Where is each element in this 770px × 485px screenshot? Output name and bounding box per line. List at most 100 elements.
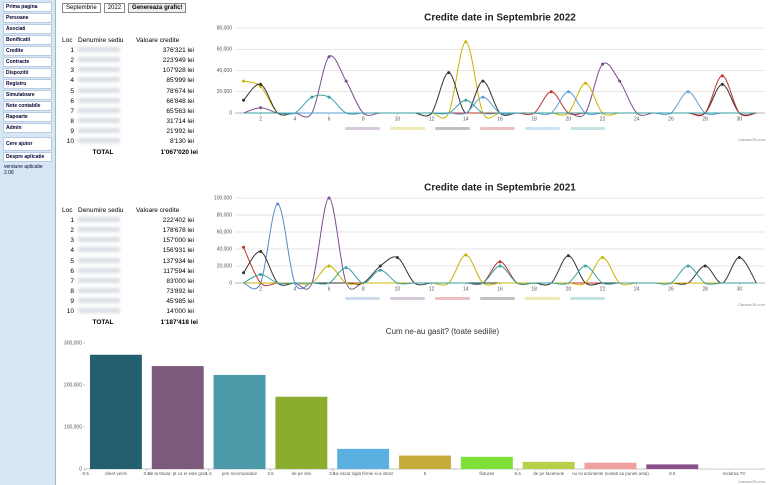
bar bbox=[522, 461, 575, 469]
row: 2 178'678 lei bbox=[62, 225, 202, 235]
menu-item[interactable]: Dispozitii bbox=[3, 68, 52, 78]
bar bbox=[460, 456, 513, 469]
rank: 3 bbox=[70, 67, 74, 75]
point bbox=[310, 95, 314, 99]
legend-blur bbox=[480, 127, 515, 130]
total-value: 1'067'020 lei bbox=[160, 148, 198, 156]
year-input[interactable]: 2022 bbox=[103, 3, 126, 13]
y-tick-label: 0 bbox=[79, 466, 82, 472]
menu-item[interactable]: Bonificatii bbox=[3, 35, 52, 45]
series-line bbox=[243, 41, 757, 119]
row: 7 83'000 lei bbox=[62, 276, 202, 286]
point bbox=[566, 254, 570, 258]
x-tick-label: fluturas bbox=[479, 471, 495, 476]
name-cell bbox=[74, 107, 136, 115]
y-tick-label: 0 bbox=[229, 280, 232, 286]
value: 21'992 lei bbox=[166, 128, 194, 136]
blurred-name bbox=[78, 67, 120, 73]
menu-item[interactable]: Credite bbox=[3, 46, 52, 56]
point bbox=[344, 266, 348, 270]
blurred-name bbox=[78, 118, 120, 124]
header-cell: Valoare credite bbox=[136, 206, 180, 214]
sidebar: Prima pagina Persoane Asociati Bonificatii C… bbox=[0, 0, 56, 485]
point bbox=[447, 71, 451, 75]
menu-item[interactable]: Persoane bbox=[3, 13, 52, 23]
blurred-name bbox=[78, 128, 120, 134]
point bbox=[242, 98, 246, 102]
menu-item[interactable]: Despre aplicatie bbox=[3, 152, 52, 162]
blurred-name bbox=[78, 107, 120, 113]
x-tick-label: 10 bbox=[395, 116, 401, 122]
menu-item[interactable]: Registru bbox=[3, 79, 52, 89]
point bbox=[259, 82, 263, 86]
blurred-name bbox=[78, 247, 120, 253]
point bbox=[259, 273, 263, 276]
header-cell: Loc bbox=[62, 206, 73, 214]
bar bbox=[584, 462, 637, 469]
x-tick-label: 4 bbox=[293, 116, 296, 122]
point bbox=[327, 55, 331, 59]
x-tick-label: 20 bbox=[566, 116, 572, 122]
blurred-name bbox=[78, 308, 120, 314]
x-tick-label: 5 bbox=[424, 471, 427, 476]
menu-item[interactable]: Simulatoare bbox=[3, 90, 52, 100]
menu-item[interactable]: Rapoarte bbox=[3, 112, 52, 122]
x-tick-label: client vechi bbox=[105, 471, 127, 476]
total-row: TOTAL 1'067'020 lei bbox=[62, 147, 202, 157]
month-select[interactable]: Septembrie bbox=[62, 3, 101, 13]
point bbox=[481, 95, 485, 99]
bar bbox=[89, 354, 142, 469]
x-tick-label: 18 bbox=[531, 286, 537, 292]
menu-item[interactable]: Admin bbox=[3, 123, 52, 133]
row: 1 376'321 lei bbox=[62, 45, 202, 55]
table: Loc Denumire sediu Valoare credite 1 222'402… bbox=[62, 205, 202, 327]
blurred-name bbox=[78, 237, 120, 243]
bar bbox=[151, 366, 204, 469]
menu-item[interactable]: Prima pagina bbox=[3, 2, 52, 12]
bar bbox=[399, 455, 451, 469]
name-cell bbox=[74, 87, 136, 95]
x-edge-label: 6.5 bbox=[515, 471, 522, 476]
point bbox=[327, 95, 331, 99]
menu-item[interactable]: Contracte bbox=[3, 57, 52, 67]
x-tick-label: 14 bbox=[463, 286, 469, 292]
series-line bbox=[243, 265, 757, 285]
legend-blur bbox=[390, 297, 425, 300]
row: 4 156'931 lei bbox=[62, 246, 202, 256]
row: 2 223'949 lei bbox=[62, 55, 202, 65]
value: 223'949 lei bbox=[162, 56, 194, 64]
rank: 4 bbox=[70, 247, 74, 255]
point bbox=[720, 82, 724, 86]
row: 3 157'000 lei bbox=[62, 236, 202, 246]
x-tick-label: prin recomandare bbox=[222, 471, 258, 476]
row: 9 45'985 lei bbox=[62, 297, 202, 307]
value: 156'931 lei bbox=[162, 247, 194, 255]
row: 10 8'130 lei bbox=[62, 137, 202, 147]
blurred-name bbox=[78, 46, 120, 52]
name-cell bbox=[74, 67, 136, 74]
x-tick-label: 26 bbox=[668, 116, 674, 122]
series-line bbox=[243, 197, 757, 290]
point bbox=[498, 260, 502, 264]
header-row: Loc Denumire sediu Valoare credite bbox=[62, 35, 202, 45]
rank: 2 bbox=[70, 226, 74, 234]
x-edge-label: 0.5 bbox=[144, 471, 151, 476]
help-button[interactable]: Cere ajutor bbox=[3, 137, 52, 151]
credit: CanvasJS.com bbox=[738, 137, 766, 142]
name-cell bbox=[74, 77, 136, 84]
series-line bbox=[243, 254, 757, 286]
menu-item[interactable]: Asociati bbox=[3, 24, 52, 34]
row: 6 117'594 lei bbox=[62, 266, 202, 276]
controls: Septembrie 2022 Genereaza grafic! bbox=[62, 3, 187, 13]
value: 178'678 lei bbox=[162, 226, 194, 234]
y-tick-label: 200,000 bbox=[64, 382, 82, 388]
point bbox=[242, 245, 246, 249]
name-cell bbox=[74, 216, 136, 224]
generate-button[interactable]: Genereaza grafic! bbox=[128, 3, 187, 13]
menu-item[interactable]: Note contabile bbox=[3, 101, 52, 111]
rank: 5 bbox=[70, 87, 74, 95]
name-cell bbox=[74, 138, 136, 145]
blurred-name bbox=[78, 216, 120, 222]
row: 5 137'934 lei bbox=[62, 256, 202, 266]
header-row: Loc Denumire sediu Valoare credite bbox=[62, 205, 202, 215]
